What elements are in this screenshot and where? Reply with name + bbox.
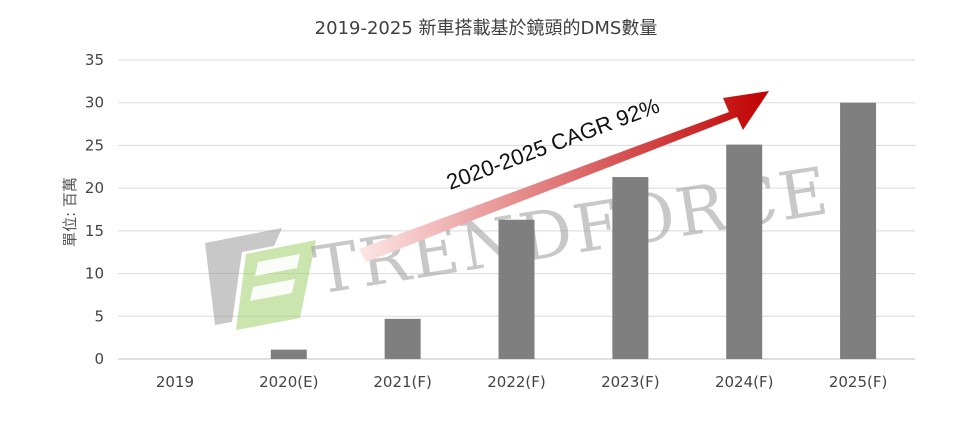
y-axis-ticks: 0 5 10 15 20 25 30 35 <box>85 51 104 368</box>
bar-2025(F) <box>840 102 877 359</box>
x-tick-label: 2019 <box>156 373 194 391</box>
trendforce-logo-icon <box>205 228 316 330</box>
y-tick-label: 5 <box>94 307 104 325</box>
bars <box>270 102 877 359</box>
y-tick-label: 15 <box>85 222 104 240</box>
bar-2024(F) <box>726 144 763 359</box>
x-tick-label: 2020(E) <box>259 373 318 391</box>
y-tick-label: 25 <box>85 136 104 154</box>
bar-2023(F) <box>612 177 649 359</box>
x-axis-ticks: 2019 2020(E) 2021(F) 2022(F) 2023(F) 2024(F) 2… <box>156 373 887 391</box>
bar-2022(F) <box>498 219 535 359</box>
y-tick-label: 20 <box>85 179 104 197</box>
x-tick-label: 2021(F) <box>373 373 432 391</box>
x-tick-label: 2023(F) <box>601 373 660 391</box>
x-tick-label: 2022(F) <box>487 373 546 391</box>
x-tick-label: 2024(F) <box>715 373 774 391</box>
cagr-arrow <box>359 91 769 262</box>
y-axis-label: 單位: 百萬 <box>61 177 79 247</box>
bar-2021(F) <box>384 318 421 359</box>
bar-2020(E) <box>270 349 307 359</box>
y-tick-label: 30 <box>85 94 104 112</box>
y-tick-label: 35 <box>85 51 104 69</box>
x-tick-label: 2025(F) <box>829 373 888 391</box>
y-tick-label: 0 <box>94 350 104 368</box>
chart-title: 2019-2025 新車搭載基於鏡頭的DMS數量 <box>315 18 658 39</box>
y-tick-label: 10 <box>85 265 104 283</box>
